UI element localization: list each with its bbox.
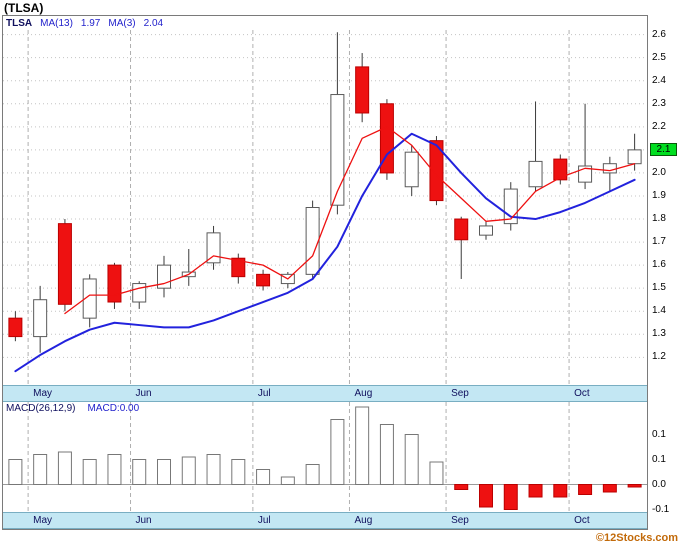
- ma3-legend-label: MA(3): [108, 17, 136, 29]
- macd-bar-negative: [627, 484, 642, 488]
- candle-down: [454, 218, 469, 241]
- ma13-line: [14, 132, 636, 373]
- month-label: Jun: [135, 515, 152, 526]
- price-axis-label: 1.3: [652, 328, 666, 340]
- price-chart-svg: [3, 30, 647, 385]
- macd-legend-label: MACD(26,12,9): [6, 403, 76, 414]
- macd-bar-positive: [379, 424, 394, 485]
- price-axis-label: 2.5: [652, 51, 666, 63]
- macd-bar-negative: [503, 484, 518, 510]
- macd-bar-negative: [454, 484, 469, 490]
- macd-bar-positive: [305, 464, 320, 485]
- candle-up: [404, 151, 419, 188]
- candle-up: [602, 163, 617, 174]
- price-axis-label: 1.7: [652, 236, 666, 248]
- candle-down: [379, 103, 394, 174]
- month-label: May: [33, 515, 53, 526]
- price-axis-label: 1.6: [652, 259, 666, 271]
- month-label: Sep: [451, 515, 469, 526]
- ma13-legend-label: MA(13): [40, 17, 73, 29]
- macd-bar-positive: [57, 451, 72, 485]
- candle-down: [355, 66, 370, 114]
- macd-bar-positive: [429, 461, 444, 485]
- month-label: Sep: [451, 388, 469, 399]
- candle-up: [82, 278, 97, 319]
- macd-legend: MACD(26,12,9) MACD:0.00: [6, 403, 139, 414]
- symbol-label: TLSA: [6, 17, 33, 29]
- macd-axis-label: 0.0: [652, 478, 666, 490]
- month-label: Aug: [354, 515, 373, 526]
- month-label: Jun: [135, 388, 152, 399]
- ma3-legend-value: 2.04: [143, 17, 164, 29]
- candle-up: [330, 94, 345, 206]
- macd-bar-positive: [107, 454, 122, 485]
- price-axis-label: 1.4: [652, 305, 666, 317]
- candle-up: [33, 299, 48, 338]
- current-price-marker: 2.1: [650, 142, 677, 156]
- page-title: (TLSA): [4, 1, 44, 15]
- month-axis-top: May Jun Jul Aug Sep Oct: [3, 385, 647, 402]
- candle-down: [8, 317, 23, 338]
- candle-down: [553, 158, 568, 181]
- macd-bar-positive: [82, 459, 97, 485]
- macd-bar-negative: [528, 484, 543, 498]
- month-axis-bottom: May Jun Jul Aug Sep Oct: [3, 512, 647, 529]
- candle-up: [206, 232, 221, 264]
- price-axis-label: 2.4: [652, 74, 666, 86]
- macd-bar-negative: [578, 484, 593, 495]
- macd-legend-value: MACD:0.00: [87, 403, 140, 414]
- candle-down: [256, 273, 271, 287]
- ma3-line: [64, 126, 636, 315]
- candle-up: [132, 283, 147, 303]
- price-axis-label: 1.2: [652, 351, 666, 363]
- macd-axis-label: 0.1: [652, 428, 666, 440]
- price-axis-label: 1.8: [652, 213, 666, 225]
- macd-bar-positive: [404, 434, 419, 485]
- macd-bar-positive: [132, 459, 147, 485]
- candle-up: [528, 160, 543, 188]
- month-label: Jul: [257, 515, 271, 526]
- macd-chart-svg: [3, 402, 647, 512]
- candle-up: [305, 207, 320, 275]
- macd-axis-label: 0.1: [652, 453, 666, 465]
- watermark: ©12Stocks.com: [595, 532, 678, 544]
- macd-bar-positive: [280, 476, 295, 485]
- macd-bar-positive: [256, 469, 271, 485]
- month-label: Aug: [354, 388, 373, 399]
- macd-bar-positive: [33, 454, 48, 485]
- candle-up: [479, 225, 493, 236]
- price-axis-label: 2.0: [652, 166, 666, 178]
- macd-bar-positive: [355, 406, 370, 485]
- price-axis-label: 1.9: [652, 189, 666, 201]
- candle-down: [57, 223, 72, 305]
- chart-frame: TLSA MA(13) 1.97 MA(3) 2.04 May Jun Jul Aug…: [2, 15, 648, 530]
- macd-bar-negative: [602, 484, 617, 493]
- macd-bar-positive: [157, 459, 171, 485]
- price-axis-label: 2.3: [652, 97, 666, 109]
- macd-panel: MACD(26,12,9) MACD:0.00: [3, 402, 647, 512]
- macd-bar-positive: [330, 419, 345, 485]
- price-axis-label: 2.2: [652, 120, 666, 132]
- price-axis-label: 2.6: [652, 28, 666, 40]
- candle-down: [107, 264, 122, 303]
- macd-axis-label: -0.1: [652, 503, 670, 515]
- macd-bar-positive: [181, 456, 196, 485]
- ma13-legend-value: 1.97: [80, 17, 101, 29]
- month-label: Jul: [257, 388, 271, 399]
- month-label: Oct: [574, 388, 590, 399]
- macd-bar-negative: [479, 484, 493, 508]
- month-label: May: [33, 388, 53, 399]
- price-axis: 2.1 2.6 2.5 2.4 2.3 2.2 2.0 1.9 1.8 1.7 1.6 1.5 1.4…: [649, 0, 680, 546]
- candle-down: [429, 140, 444, 202]
- candle-up: [627, 149, 642, 165]
- candle-down: [231, 257, 246, 278]
- macd-bar-positive: [231, 459, 246, 485]
- price-axis-label: 1.5: [652, 282, 666, 294]
- macd-bar-negative: [553, 484, 568, 498]
- macd-bar-positive: [206, 454, 221, 485]
- macd-bar-positive: [8, 459, 23, 485]
- month-label: Oct: [574, 515, 590, 526]
- price-legend: TLSA MA(13) 1.97 MA(3) 2.04: [3, 16, 647, 30]
